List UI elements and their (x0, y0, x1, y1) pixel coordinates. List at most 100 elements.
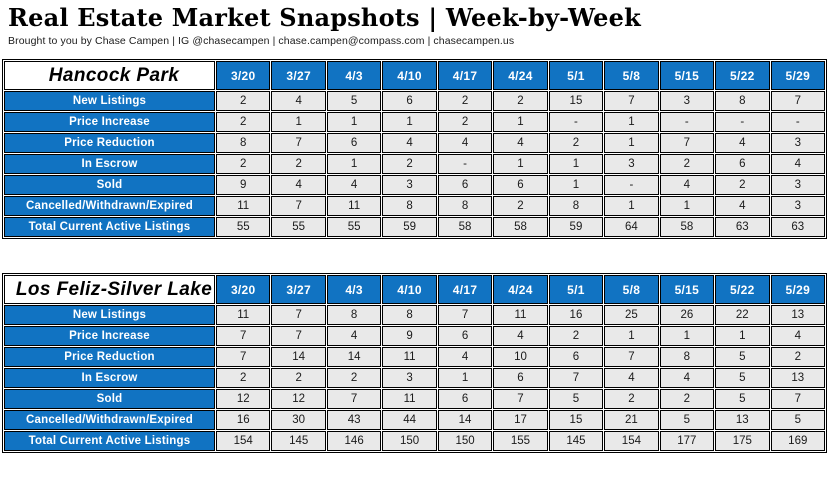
metric-value-cell: 43 (326, 410, 382, 430)
metric-value-cell: 6 (382, 91, 437, 111)
week-date-header: 4/24 (493, 275, 548, 304)
metric-value-cell: 17 (493, 410, 548, 430)
metric-value-cell: 12 (271, 389, 326, 409)
metric-label: Cancelled/Withdrawn/Expired (4, 410, 215, 430)
metric-value-cell: 7 (493, 389, 548, 409)
metric-value-cell: 6 (548, 347, 604, 367)
metric-value-cell: 145 (271, 431, 326, 451)
metric-value-cell: 6 (493, 368, 548, 388)
metric-value-cell: 8 (548, 196, 604, 216)
metric-label: Sold (4, 389, 215, 409)
metric-label: Total Current Active Listings (4, 217, 215, 237)
metric-value-cell: - (548, 112, 604, 132)
snapshot-table: Los Feliz-Silver Lake 3/20 3/27 4/3 4/10 4/17… (3, 274, 826, 452)
metric-value-cell: 7 (271, 305, 326, 325)
metric-value-cell: 44 (382, 410, 437, 430)
metric-value-cell: 8 (437, 196, 493, 216)
metric-value-cell: 2 (216, 91, 271, 111)
table-row: Sold 12 12 7 11 6 7 5 2 2 5 7 (4, 389, 825, 409)
metric-value-cell: 7 (271, 196, 326, 216)
metric-value-cell: 150 (382, 431, 437, 451)
metric-value-cell: 2 (437, 91, 493, 111)
table-row: Price Reduction 7 14 14 11 4 10 6 7 8 5 2 (4, 347, 825, 367)
week-date-header: 4/3 (326, 275, 382, 304)
metric-value-cell: 25 (604, 305, 659, 325)
page-subtitle: Brought to you by Chase Campen | IG @cha… (8, 35, 515, 47)
metric-value-cell: 58 (493, 217, 548, 237)
table-header-row: Hancock Park 3/20 3/27 4/3 4/10 4/17 4/24 5/1 5/… (4, 61, 825, 90)
metric-value-cell: 13 (770, 305, 825, 325)
metric-value-cell: 4 (604, 368, 659, 388)
metric-value-cell: 11 (326, 196, 382, 216)
metric-value-cell: 1 (604, 133, 659, 153)
metric-value-cell: - (604, 175, 659, 195)
metric-value-cell: 4 (770, 154, 825, 174)
metric-value-cell: 15 (548, 410, 604, 430)
metric-value-cell: 11 (216, 196, 271, 216)
metric-value-cell: 2 (382, 154, 437, 174)
week-date-header: 3/27 (271, 61, 326, 90)
table-row: Cancelled/Withdrawn/Expired 16 30 43 44 14 17 1… (4, 410, 825, 430)
metric-value-cell: 11 (382, 389, 437, 409)
snapshot-table: Hancock Park 3/20 3/27 4/3 4/10 4/17 4/24 5/1 5/… (3, 60, 826, 238)
metric-value-cell: 7 (548, 368, 604, 388)
metric-value-cell: 2 (437, 112, 493, 132)
page-title: Real Estate Market Snapshots | Week-by-W… (8, 3, 641, 32)
table-row: New Listings 2 4 5 6 2 2 15 7 3 8 7 (4, 91, 825, 111)
metric-label: Cancelled/Withdrawn/Expired (4, 196, 215, 216)
metric-value-cell: 8 (659, 347, 715, 367)
metric-value-cell: 3 (770, 196, 825, 216)
metric-value-cell: 6 (715, 154, 770, 174)
metric-value-cell: 9 (382, 326, 437, 346)
metric-value-cell: 15 (548, 91, 604, 111)
metric-value-cell: 154 (604, 431, 659, 451)
table-row: Total Current Active Listings 154 145 146 15… (4, 431, 825, 451)
metric-value-cell: 7 (271, 133, 326, 153)
metric-value-cell: 55 (216, 217, 271, 237)
table-header-row: Los Feliz-Silver Lake 3/20 3/27 4/3 4/10 4/17… (4, 275, 825, 304)
metric-value-cell: 5 (715, 368, 770, 388)
table-row: In Escrow 2 2 1 2-1 1 3 2 6 4 (4, 154, 825, 174)
table-row: Price Increase 7 7 4 9 6 4 2 1 1 1 4 (4, 326, 825, 346)
metric-value-cell: 58 (659, 217, 715, 237)
week-date-header: 4/17 (437, 61, 493, 90)
week-date-header: 5/29 (770, 275, 825, 304)
metric-value-cell: 3 (604, 154, 659, 174)
week-date-header: 5/8 (604, 275, 659, 304)
metric-value-cell: 7 (604, 91, 659, 111)
metric-value-cell: 2 (216, 154, 271, 174)
metric-value-cell: 64 (604, 217, 659, 237)
metric-label: Price Reduction (4, 133, 215, 153)
metric-value-cell: 7 (216, 347, 271, 367)
week-date-header: 3/20 (216, 275, 271, 304)
metric-value-cell: - (659, 112, 715, 132)
metric-value-cell: 5 (326, 91, 382, 111)
week-date-header: 5/22 (715, 275, 770, 304)
week-date-header: 5/22 (715, 61, 770, 90)
metric-value-cell: 2 (271, 368, 326, 388)
metric-value-cell: 155 (493, 431, 548, 451)
metric-value-cell: 154 (216, 431, 271, 451)
metric-value-cell: 2 (493, 91, 548, 111)
metric-value-cell: 2 (216, 112, 271, 132)
metric-value-cell: 2 (548, 326, 604, 346)
metric-label: Sold (4, 175, 215, 195)
metric-value-cell: 146 (326, 431, 382, 451)
metric-value-cell: 145 (548, 431, 604, 451)
metric-value-cell: 3 (382, 175, 437, 195)
table-row: Total Current Active Listings 55 55 55 59 58 5… (4, 217, 825, 237)
hancock-park-table: Hancock Park 3/20 3/27 4/3 4/10 4/17 4/24 5/1 5/… (2, 59, 827, 239)
week-date-header: 4/10 (382, 61, 437, 90)
metric-value-cell: 4 (271, 175, 326, 195)
metric-value-cell: 2 (548, 133, 604, 153)
metric-label: In Escrow (4, 154, 215, 174)
metric-value-cell: 6 (493, 175, 548, 195)
metric-value-cell: 63 (770, 217, 825, 237)
week-date-header: 5/1 (548, 61, 604, 90)
metric-value-cell: 1 (493, 154, 548, 174)
metric-value-cell: 63 (715, 217, 770, 237)
metric-value-cell: 1 (382, 112, 437, 132)
metric-label: Price Increase (4, 112, 215, 132)
metric-value-cell: 2 (715, 175, 770, 195)
metric-value-cell: 7 (770, 389, 825, 409)
